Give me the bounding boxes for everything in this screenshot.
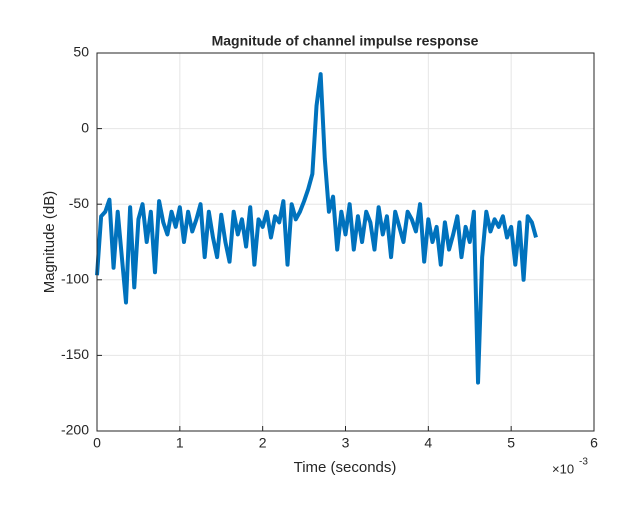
x-exponent-power: -3 [579,457,588,468]
y-tick-label: 0 [81,119,89,135]
x-tick-label: 3 [342,435,350,451]
x-tick-label: 1 [176,435,184,451]
axes-box [96,52,595,432]
x-tick-label: 5 [507,435,515,451]
x-tick-label: 6 [590,435,598,451]
x-tick-label: 0 [93,435,101,451]
x-exponent-base: ×10 [552,461,574,476]
y-tick-label: -150 [61,346,89,362]
x-axis-label: Time (seconds) [294,459,397,476]
y-tick-label: 50 [73,44,89,60]
data-line [95,72,538,385]
y-tick-label: -200 [61,422,89,438]
chart-title: Magnitude of channel impulse response [212,33,479,49]
y-tick-label: -100 [61,271,89,287]
x-tick-label: 2 [259,435,267,451]
y-tick-label: -50 [69,195,89,211]
y-axis-label: Magnitude (dB) [41,191,58,294]
x-tick-label: 4 [424,435,432,451]
